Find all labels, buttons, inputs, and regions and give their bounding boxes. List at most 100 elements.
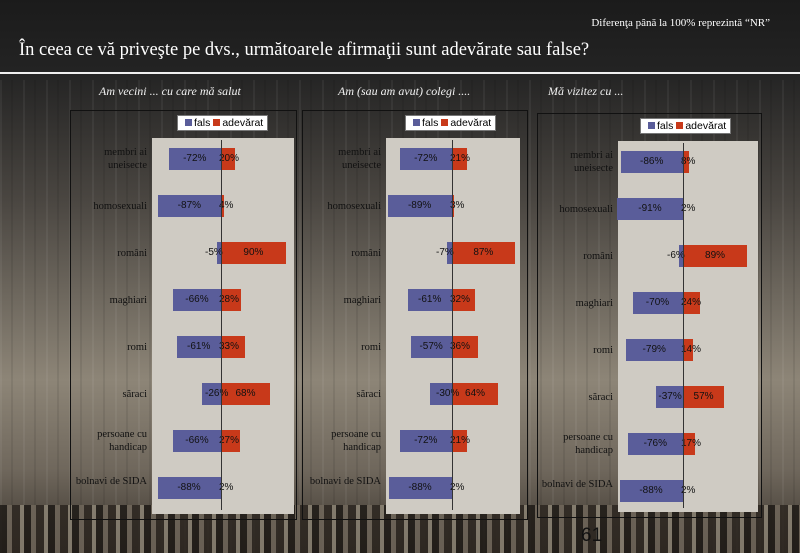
bar-adevarat <box>683 292 701 314</box>
bar-adevarat <box>452 383 499 405</box>
value-label-fals: -30% <box>436 388 460 399</box>
value-label-fals: -88% <box>177 482 201 493</box>
bar-adevarat <box>221 195 224 217</box>
bar-fals <box>173 430 221 452</box>
value-label-fals: -72% <box>414 435 438 446</box>
bar-adevarat <box>221 289 242 311</box>
legend-label-fals: fals <box>194 117 211 129</box>
bar-fals <box>387 195 452 217</box>
bar-adevarat <box>221 383 270 405</box>
value-label-adevarat: 21% <box>450 435 471 446</box>
value-label-adevarat: 24% <box>681 297 702 308</box>
value-label-adevarat: 14% <box>681 344 702 355</box>
category-label: homosexuali <box>559 204 613 215</box>
value-label-adevarat: 2% <box>681 203 696 214</box>
category-label: bolnavi de SIDA <box>541 479 613 490</box>
bar-fals <box>169 148 221 170</box>
value-label-adevarat: 33% <box>219 341 240 352</box>
category-label: membri ai uneisecte <box>570 150 613 174</box>
category-label: săraci <box>356 389 381 400</box>
category-label: bolnavi de SIDA <box>309 476 381 487</box>
value-label-adevarat: 2% <box>681 485 696 496</box>
value-label-fals: -37% <box>658 391 682 402</box>
value-label-fals: -88% <box>408 482 432 493</box>
bar-adevarat <box>452 242 515 264</box>
category-label: români <box>351 248 381 259</box>
category-label: săraci <box>122 389 147 400</box>
chart-title-vizite: Mă vizitez cu ... <box>548 84 624 98</box>
legend-label-adevarat: adevărat <box>450 117 492 129</box>
value-label-fals: -7% <box>436 247 454 258</box>
value-label-adevarat: 90% <box>243 247 264 258</box>
bar-fals <box>678 245 683 267</box>
chart-title-colegi: Am (sau am avut) colegi .... <box>338 84 471 98</box>
nr-note: Diferenţa până la 100% reprezintă “NR” <box>591 17 770 29</box>
bar-fals <box>173 289 221 311</box>
bar-fals <box>656 386 683 408</box>
value-label-adevarat: 89% <box>705 250 726 261</box>
value-label-fals: -76% <box>643 438 667 449</box>
chart-legend: fals adevărat <box>405 115 497 131</box>
legend-swatch-adevarat <box>441 119 449 126</box>
value-label-adevarat: 21% <box>450 153 471 164</box>
bar-adevarat <box>452 148 468 170</box>
plot-area <box>618 141 758 512</box>
bar-fals <box>388 477 452 499</box>
value-label-adevarat: 2% <box>450 482 465 493</box>
value-label-fals: -72% <box>414 153 438 164</box>
bar-fals <box>177 336 221 358</box>
bar-fals <box>621 151 683 173</box>
value-label-adevarat: 17% <box>681 438 702 449</box>
bar-adevarat <box>683 339 694 361</box>
value-label-fals: -86% <box>640 156 664 167</box>
bar-fals <box>632 292 683 314</box>
value-label-adevarat: 36% <box>450 341 471 352</box>
bar-adevarat <box>221 148 236 170</box>
bar-fals <box>446 242 452 264</box>
bar-adevarat <box>683 433 696 455</box>
bar-adevarat <box>683 151 689 173</box>
value-label-adevarat: 3% <box>450 200 465 211</box>
bar-fals <box>626 339 683 361</box>
bar-fals <box>628 433 683 455</box>
category-label: membri ai uneisecte <box>338 147 381 171</box>
category-label: maghiari <box>575 298 613 309</box>
category-label: români <box>583 251 613 262</box>
value-label-fals: -87% <box>177 200 202 211</box>
value-label-adevarat: 8% <box>681 156 696 167</box>
legend-label-fals: fals <box>657 120 674 132</box>
title-separator <box>0 72 800 74</box>
bar-adevarat <box>683 245 748 267</box>
bar-fals <box>157 477 221 499</box>
chart-legend: fals adevărat <box>640 118 732 134</box>
category-label: homosexuali <box>327 201 381 212</box>
bar-adevarat <box>452 336 478 358</box>
legend-label-adevarat: adevărat <box>222 117 264 129</box>
legend-swatch-adevarat <box>213 119 221 126</box>
bar-fals <box>430 383 452 405</box>
zero-axis <box>452 140 453 510</box>
value-label-fals: -79% <box>642 344 666 355</box>
chart-panel-colegi: fals adevărat membri ai uneisecte -72% 21% ho… <box>302 110 528 520</box>
value-label-fals: -66% <box>185 435 209 446</box>
legend-swatch-fals <box>648 122 655 129</box>
bar-adevarat <box>452 195 455 217</box>
value-label-fals: -72% <box>183 153 207 164</box>
value-label-adevarat: 57% <box>693 391 714 402</box>
bar-adevarat <box>683 386 725 408</box>
value-label-adevarat: 20% <box>219 153 240 164</box>
value-label-adevarat: 32% <box>450 294 471 305</box>
category-label: persoane cu handicap <box>97 429 147 453</box>
chart-panel-vizite: fals adevărat membri ai uneisecte -86% 8% hom… <box>537 113 762 518</box>
value-label-fals: -89% <box>407 200 432 211</box>
value-label-fals: -57% <box>419 341 443 352</box>
page-number: 61 <box>581 525 603 546</box>
category-label: maghiari <box>109 295 147 306</box>
bar-adevarat <box>452 289 476 311</box>
value-label-fals: -26% <box>205 388 229 399</box>
category-label: săraci <box>588 392 613 403</box>
bar-fals <box>408 289 452 311</box>
chart-legend: fals adevărat <box>177 115 269 131</box>
chart-panel-vecini: fals adevărat membri ai uneisecte -72% 20% ho… <box>70 110 297 520</box>
value-label-fals: -91% <box>638 203 662 214</box>
